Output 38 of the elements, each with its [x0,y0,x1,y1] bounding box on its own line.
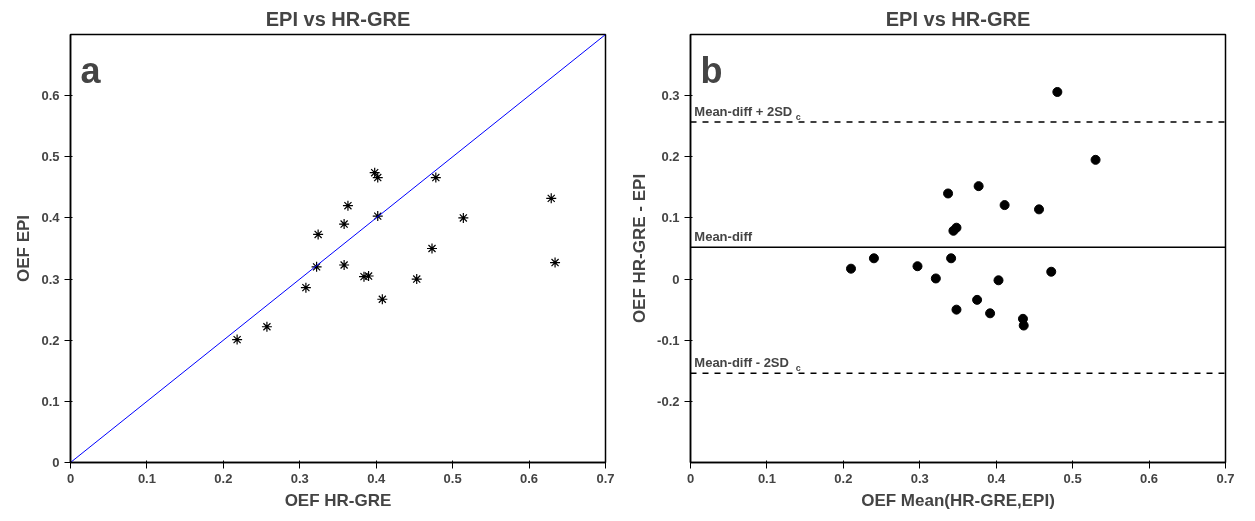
x-tick-label: 0.1 [757,470,776,486]
ref-line-label: Mean-diff [694,229,753,245]
x-tick-label: 0.3 [910,470,929,486]
y-tick-label: -0.1 [657,332,680,348]
x-axis-title: OEF Mean(HR-GRE,EPI) [861,490,1055,510]
y-axis-title: OEF EPI [14,214,34,283]
x-tick-label: 0.5 [1063,470,1082,486]
x-tick-label: 0.5 [443,470,462,486]
x-tick-label: 0 [686,470,695,486]
x-tick-label: 0.6 [520,470,539,486]
x-tick-label: 0.1 [137,470,156,486]
annotation: a [80,49,102,91]
x-tick-label: 0.3 [290,470,309,486]
x-tick-label: 0.7 [1216,470,1235,486]
y-tick-label: 0.3 [661,88,680,104]
chart-title: EPI vs HR-GRE [885,7,1031,30]
annotation: b [700,49,723,91]
chart-title: EPI vs HR-GRE [265,7,411,30]
x-tick-label: 0.4 [987,470,1007,486]
x-axis-title: OEF HR-GRE [284,490,392,510]
x-tick-label: 0.6 [1140,470,1159,486]
y-tick-label: 0.3 [41,271,60,287]
x-tick-label: 0.2 [834,470,853,486]
y-tick-label: 0.1 [41,393,60,409]
y-tick-label: -0.2 [657,393,680,409]
x-tick-label: 0 [66,470,75,486]
x-tick-label: 0.2 [214,470,233,486]
x-tick-label: 0.4 [367,470,387,486]
x-tick-label: 0.7 [596,470,615,486]
y-tick-label: 0.2 [661,149,680,165]
y-axis-title: OEF HR-GRE - EPI [630,173,650,324]
y-tick-label: 0.6 [41,88,60,104]
y-tick-label: 0.5 [41,149,60,165]
y-tick-label: 0.2 [41,332,60,348]
y-tick-label: 0 [52,455,60,470]
y-tick-label: 0.1 [661,210,680,226]
y-tick-label: 0 [672,271,680,287]
y-tick-label: 0.4 [41,210,61,226]
